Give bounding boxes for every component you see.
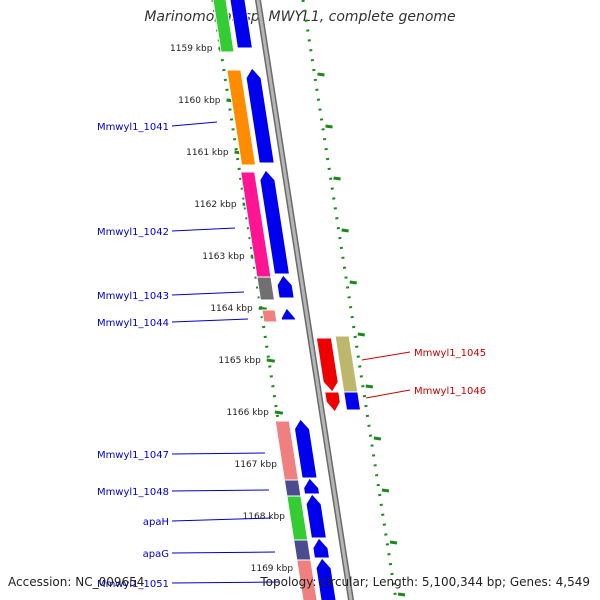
label-leader-line — [171, 291, 245, 296]
gene-bar-salmon — [296, 559, 318, 600]
tick-mark-minor — [325, 124, 333, 129]
topology-text: Topology: circular; Length: 5,100,344 bp… — [260, 575, 590, 589]
gene-arrow-blue — [293, 418, 318, 479]
gene-arrow-red — [324, 391, 341, 413]
gene-arrow-blue — [259, 169, 291, 275]
gene-arrow-blue — [280, 307, 297, 321]
gene-bar-blue — [343, 391, 362, 411]
tick-label: 1165 kbp — [218, 356, 261, 366]
label-leader-line — [171, 489, 270, 492]
backbone-line — [256, 0, 353, 600]
gene-arrow-blue — [303, 477, 321, 495]
tick-mark-minor — [333, 176, 341, 181]
gene-label: Mmwyl1_1042 — [97, 227, 169, 238]
tick-mark-minor — [365, 384, 374, 389]
tick-label: 1166 kbp — [226, 408, 269, 418]
label-leader-line — [171, 581, 280, 584]
accession-text: Accession: NC_009654 — [8, 575, 145, 589]
genome-backbone — [254, 0, 355, 600]
gene-label: Mmwyl1_1051 — [97, 579, 169, 590]
tick-label: 1168 kbp — [243, 512, 286, 522]
gene-bar-green — [286, 495, 309, 541]
tick-mark-minor — [389, 540, 398, 545]
gene-label: Mmwyl1_1043 — [97, 291, 169, 302]
gene-label: Mmwyl1_1048 — [97, 487, 169, 498]
tick-mark-minor — [373, 436, 382, 441]
tick-mark-minor — [317, 72, 325, 77]
gene-bar-slate — [283, 479, 302, 497]
gene-label: Mmwyl1_1046 — [414, 386, 486, 397]
gene-bar-slate — [293, 539, 312, 561]
gene-arrow-blue — [229, 0, 254, 49]
gene-arrow-blue — [315, 557, 337, 600]
tick-label: 1163 kbp — [202, 252, 245, 262]
tick-mark — [258, 306, 267, 311]
gene-bar-salmon — [261, 309, 278, 323]
gene-labels: Mmwyl1_1041 Mmwyl1_1042 Mmwyl1_1043 Mmwyl1_… — [97, 121, 486, 590]
tick-mark — [266, 358, 276, 363]
label-leader-line — [365, 389, 411, 399]
label-leader-line — [171, 121, 218, 127]
tick-label: 1161 kbp — [186, 148, 229, 158]
tick-label: 1169 kbp — [251, 564, 294, 574]
tick-mark-minor — [349, 280, 357, 285]
tick-label: 1164 kbp — [210, 304, 253, 314]
gene-arrow-blue — [276, 274, 295, 299]
gene-label: Mmwyl1_1044 — [97, 318, 169, 329]
gene-bar-gray — [256, 276, 276, 301]
label-leader-line — [171, 318, 249, 323]
gene-arrow-red — [315, 337, 339, 393]
tick-label: 1160 kbp — [178, 96, 221, 106]
gene-arrow-blue — [305, 493, 327, 539]
tick-marks: 1159 kbp 1160 kbp 1161 kbp 1162 kbp 1163 kbp… — [170, 0, 406, 600]
label-leader-line — [361, 351, 411, 361]
gene-label: Mmwyl1_1041 — [97, 122, 169, 133]
tick-label: 1162 kbp — [194, 200, 237, 210]
gene-label: apaH — [143, 517, 169, 528]
tick-mark-minor — [381, 488, 390, 493]
gene-arrow-blue — [312, 537, 331, 559]
label-leader-line — [171, 551, 276, 554]
tick-mark-minor — [341, 228, 349, 233]
label-leader-line — [171, 452, 266, 455]
gene-bar-khaki — [334, 335, 359, 393]
tick-label: 1159 kbp — [170, 44, 213, 54]
gene-bar-orange — [226, 69, 257, 166]
tick-label: 1167 kbp — [235, 460, 278, 470]
gene-label: apaG — [143, 549, 169, 560]
tick-mark-minor — [397, 592, 406, 597]
gene-features — [212, 0, 362, 600]
label-leader-line — [171, 517, 272, 522]
gene-label: Mmwyl1_1045 — [414, 348, 486, 359]
gene-arrow-blue — [245, 67, 275, 164]
gene-bar-green — [212, 0, 235, 53]
tick-mark-minor — [357, 332, 365, 337]
gene-label: Mmwyl1_1047 — [97, 450, 169, 461]
label-leader-line — [171, 227, 236, 232]
tick-mark — [274, 410, 284, 415]
